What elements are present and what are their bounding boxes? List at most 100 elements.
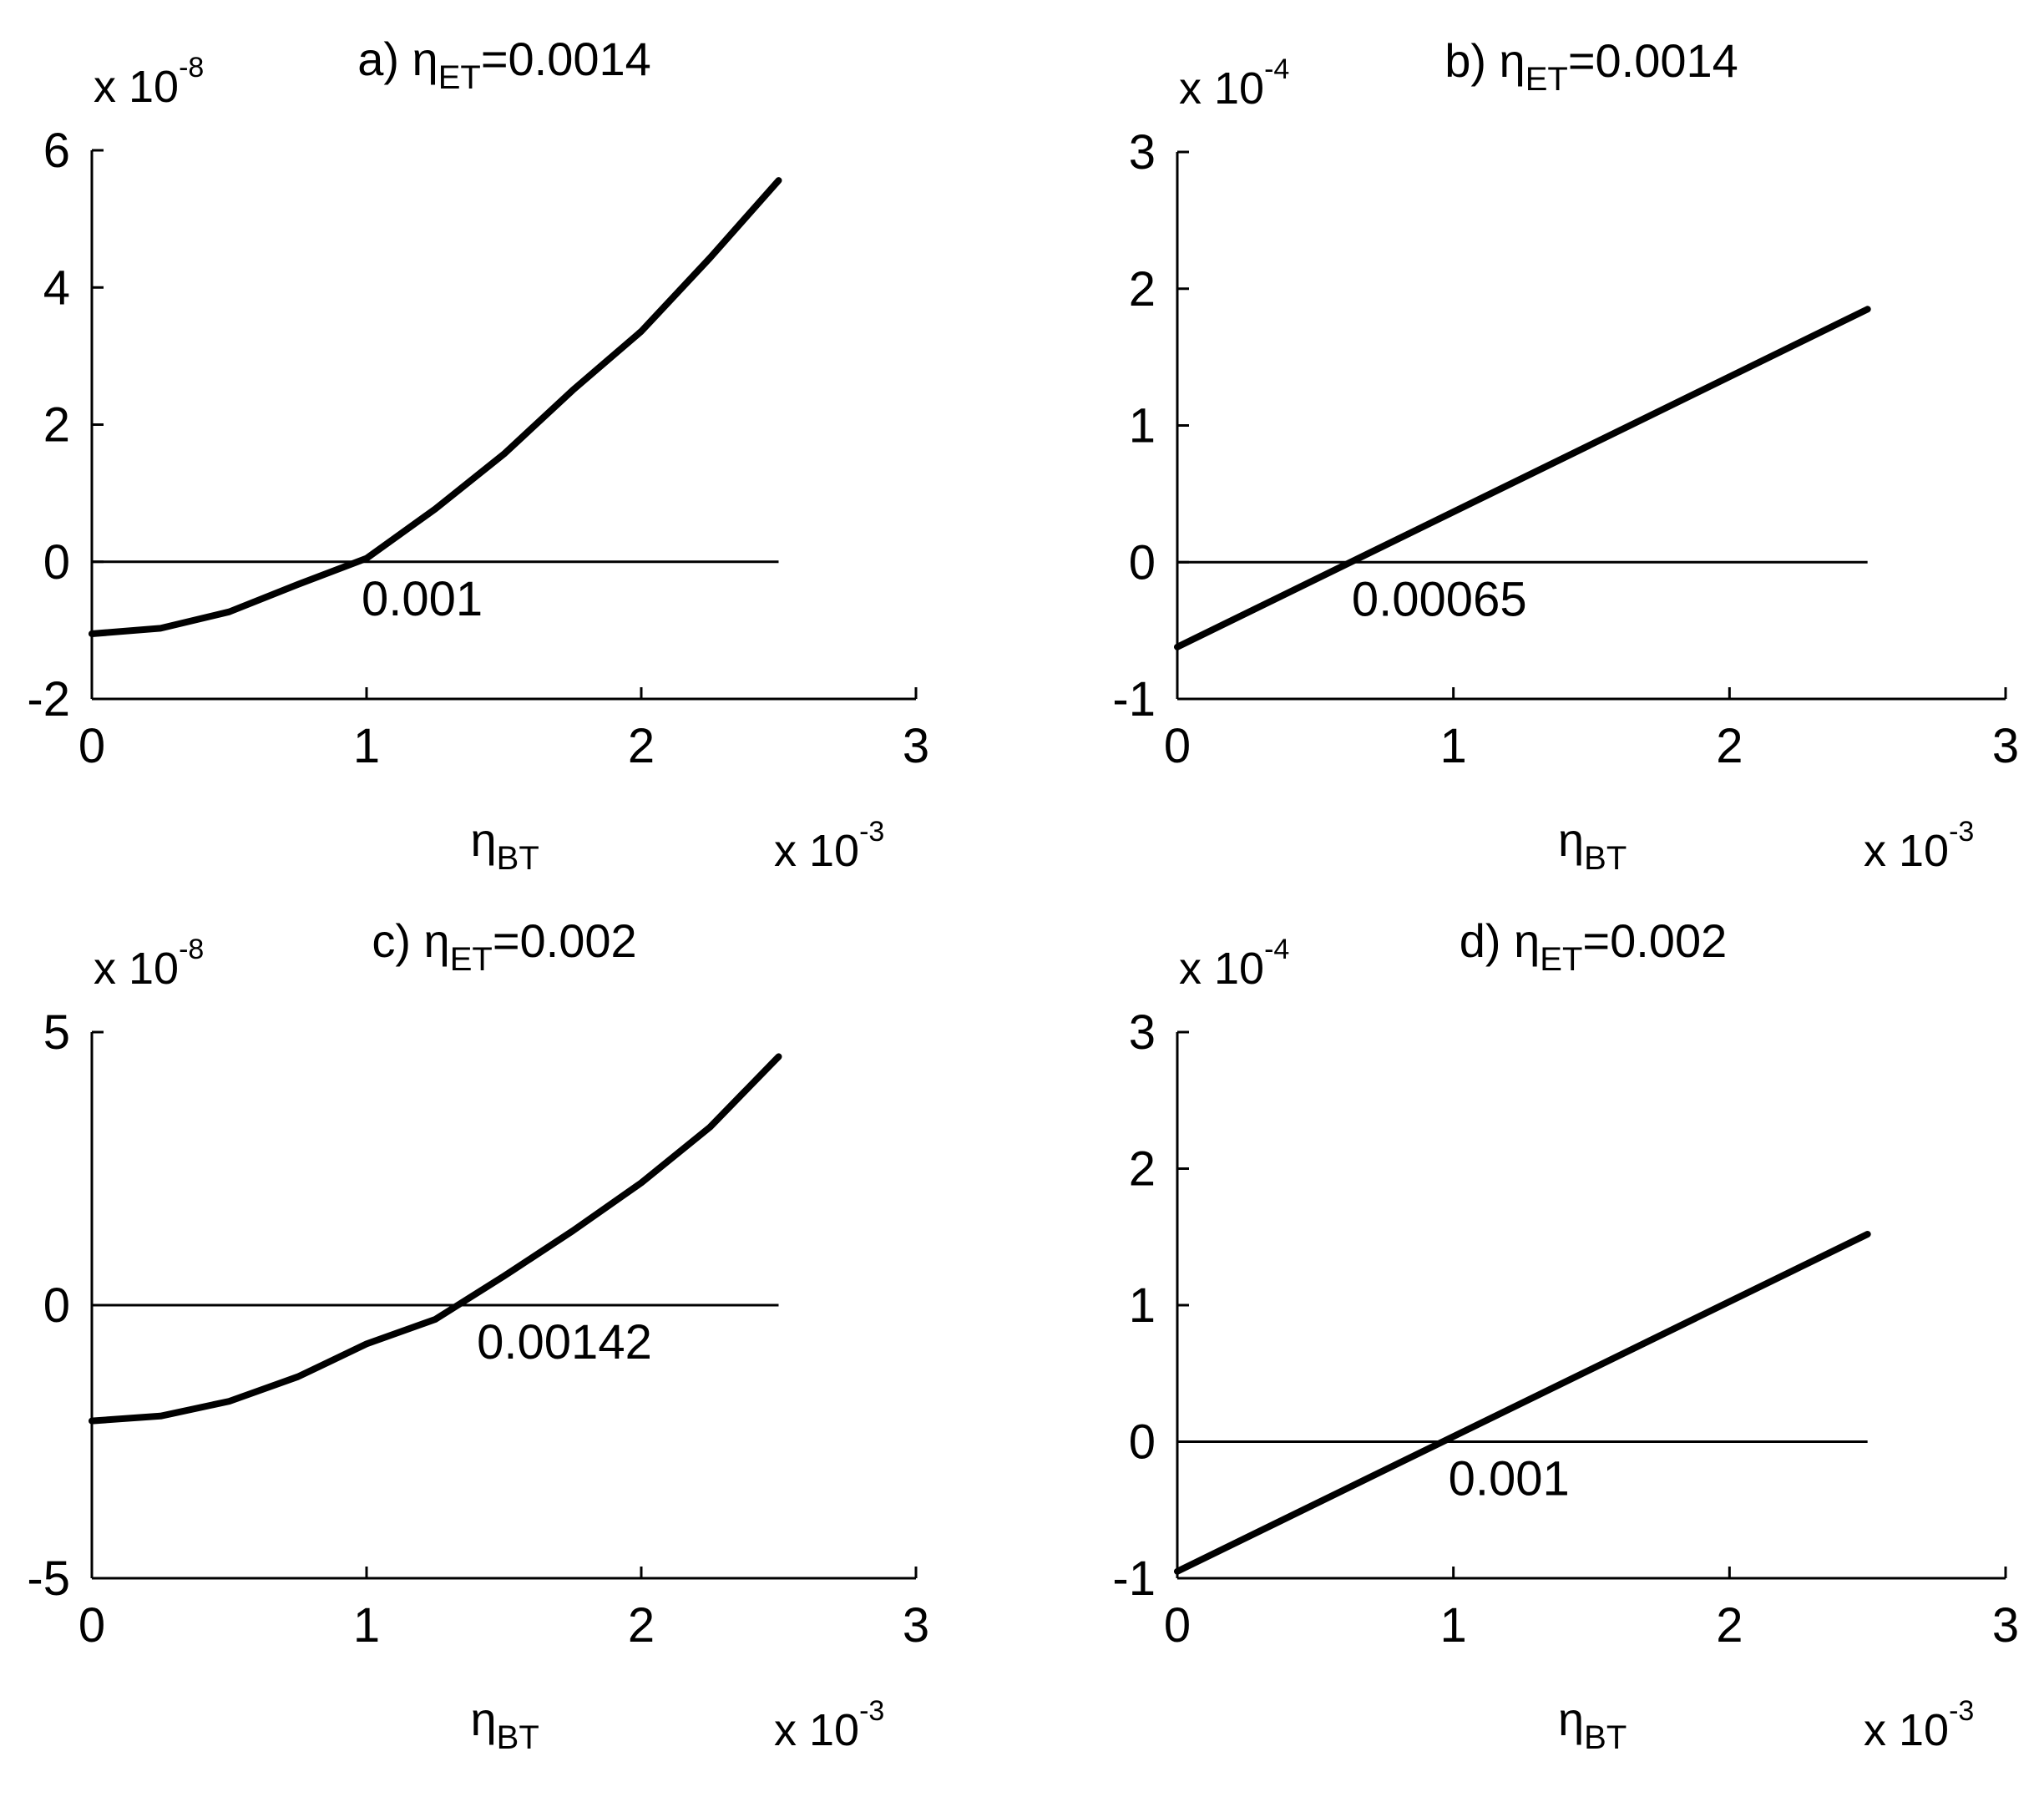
x-multiplier: x 10-3	[774, 1695, 884, 1755]
x-multiplier-base: x 10	[774, 826, 859, 876]
x-multiplier-base: x 10	[1864, 826, 1949, 876]
x-tick-label: 1	[353, 719, 380, 773]
x-tick-label: 3	[903, 1598, 929, 1653]
x-label-subscript: BT	[497, 840, 539, 877]
y-tick-label: 1	[1129, 399, 1156, 453]
y-multiplier-base: x 10	[94, 62, 179, 112]
y-multiplier-base: x 10	[1179, 944, 1264, 994]
root-annotation: 0.00065	[1352, 572, 1527, 626]
y-tick-label: 6	[43, 124, 70, 178]
x-label-symbol: η	[471, 813, 497, 866]
y-tick-label: 5	[43, 1005, 70, 1060]
x-label-subscript: BT	[497, 1719, 539, 1756]
title-symbol: η	[424, 914, 450, 967]
x-label-symbol: η	[1558, 1693, 1584, 1745]
x-tick-label: 3	[1992, 719, 2019, 773]
subplot-title: b) ηET=0.0014	[1444, 34, 1738, 98]
x-tick-label: 1	[1440, 1598, 1467, 1653]
x-tick-label: 3	[1992, 1598, 2019, 1653]
root-annotation: 0.00142	[477, 1315, 652, 1369]
title-symbol: η	[1514, 914, 1540, 967]
title-prefix: b)	[1444, 34, 1499, 87]
title-subscript: ET	[1540, 941, 1582, 978]
y-multiplier-base: x 10	[94, 944, 179, 994]
title-subscript: ET	[1525, 61, 1568, 98]
x-tick-label: 0	[1164, 1598, 1191, 1653]
x-tick-label: 1	[353, 1598, 380, 1653]
x-tick-label: 0	[78, 1598, 105, 1653]
y-tick-label: 2	[1129, 262, 1156, 316]
x-tick-label: 1	[1440, 719, 1467, 773]
x-label-symbol: η	[1558, 813, 1584, 866]
x-multiplier-exponent: -3	[1949, 816, 1974, 848]
title-suffix: =0.0014	[1568, 34, 1738, 87]
title-prefix: a)	[357, 33, 412, 85]
title-suffix: =0.0014	[481, 33, 651, 85]
root-annotation: 0.001	[362, 572, 483, 626]
title-suffix: =0.002	[493, 914, 637, 967]
y-tick-label: 0	[1129, 535, 1156, 590]
x-tick-label: 2	[628, 719, 655, 773]
y-tick-label: 2	[1129, 1142, 1156, 1197]
x-tick-label: 3	[903, 719, 929, 773]
y-tick-label: 0	[43, 1278, 70, 1333]
x-multiplier-exponent: -3	[859, 816, 884, 848]
subplot-title: d) ηET=0.002	[1460, 914, 1727, 978]
title-prefix: d)	[1460, 914, 1514, 967]
x-multiplier: x 10-3	[774, 816, 884, 876]
y-tick-label: -1	[1112, 1551, 1156, 1606]
y-tick-label: -1	[1112, 672, 1156, 726]
y-tick-label: 0	[43, 535, 70, 590]
data-curve	[1174, 1231, 1871, 1575]
x-axis-label: ηBT	[1558, 813, 1627, 877]
y-tick-label: 3	[1129, 125, 1156, 180]
title-subscript: ET	[438, 59, 481, 96]
y-multiplier: x 10-8	[94, 934, 204, 994]
x-multiplier-base: x 10	[1864, 1705, 1949, 1755]
x-tick-label: 2	[1716, 1598, 1743, 1653]
x-axis-label: ηBT	[1558, 1693, 1627, 1756]
x-multiplier-exponent: -3	[859, 1695, 884, 1727]
x-tick-label: 0	[78, 719, 105, 773]
x-label-subscript: BT	[1584, 840, 1627, 877]
y-multiplier-base: x 10	[1179, 63, 1264, 114]
subplot-title: a) ηET=0.0014	[357, 33, 651, 96]
title-prefix: c)	[372, 914, 423, 967]
title-subscript: ET	[450, 941, 493, 978]
y-multiplier: x 10-8	[94, 52, 204, 112]
x-axis-label: ηBT	[471, 1693, 539, 1756]
x-tick-label: 2	[628, 1598, 655, 1653]
y-tick-label: 1	[1129, 1278, 1156, 1333]
x-label-subscript: BT	[1584, 1719, 1627, 1756]
x-multiplier-exponent: -3	[1949, 1695, 1974, 1727]
title-symbol: η	[412, 33, 438, 85]
y-tick-label: 0	[1129, 1415, 1156, 1470]
x-label-symbol: η	[471, 1693, 497, 1745]
title-symbol: η	[1500, 34, 1525, 87]
y-multiplier: x 10-4	[1179, 934, 1289, 994]
x-multiplier-base: x 10	[774, 1705, 859, 1755]
y-tick-label: -5	[27, 1551, 70, 1606]
root-annotation: 0.001	[1449, 1452, 1570, 1506]
data-curve	[1174, 306, 1871, 650]
x-multiplier: x 10-3	[1864, 816, 1974, 876]
data-curve	[89, 177, 782, 637]
data-curve	[89, 1053, 782, 1425]
x-multiplier: x 10-3	[1864, 1695, 1974, 1755]
y-tick-label: 3	[1129, 1005, 1156, 1060]
y-tick-label: 4	[43, 261, 70, 315]
subplot-title: c) ηET=0.002	[372, 914, 636, 978]
y-multiplier-exponent: -8	[179, 934, 204, 965]
title-suffix: =0.002	[1582, 914, 1727, 967]
y-multiplier-exponent: -8	[179, 52, 204, 84]
x-tick-label: 2	[1716, 719, 1743, 773]
x-tick-label: 0	[1164, 719, 1191, 773]
y-tick-label: 2	[43, 398, 70, 453]
y-multiplier-exponent: -4	[1264, 934, 1289, 965]
y-multiplier: x 10-4	[1179, 53, 1289, 114]
